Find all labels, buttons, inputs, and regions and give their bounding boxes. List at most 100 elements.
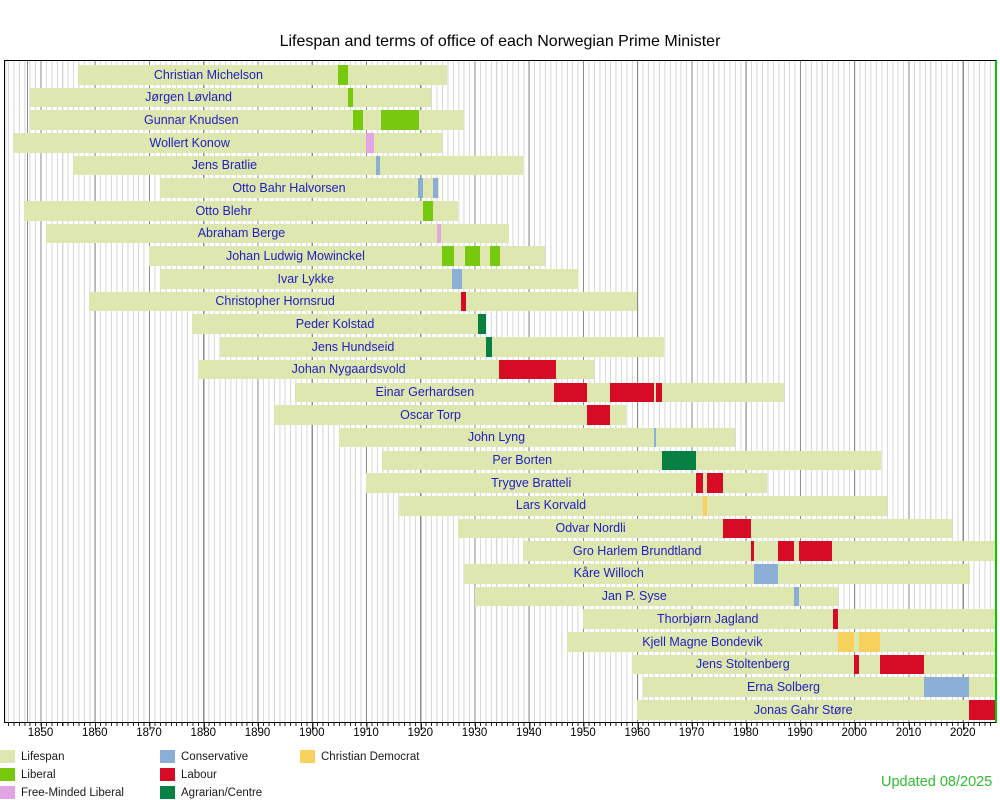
pm-name-label: Gro Harlem Brundtland (572, 543, 702, 558)
term-segment (486, 337, 492, 357)
term-segment (753, 563, 779, 584)
updated-note: Updated 08/2025 (881, 774, 993, 790)
term-segment (451, 269, 462, 289)
pm-name-label: Ivar Lykke (277, 271, 335, 286)
lifespan-bar (13, 133, 442, 153)
lifespan-bar (523, 541, 995, 561)
term-segment (703, 495, 708, 516)
term-segment (477, 314, 487, 335)
x-axis-tick-label: 1980 (732, 727, 759, 739)
term-segment (879, 654, 925, 675)
lifespan-bar (474, 586, 838, 607)
term-segment (499, 359, 556, 380)
pm-name-label: Jens Stoltenberg (695, 657, 790, 672)
term-segment (662, 450, 697, 471)
legend-swatch (160, 786, 175, 799)
lifespan-bar (631, 654, 995, 675)
lifespan-bar (219, 337, 665, 357)
pm-name-label: Kjell Magne Bondevik (642, 634, 763, 649)
pm-name-label: Christian Michelson (153, 67, 263, 82)
term-segment (858, 632, 880, 652)
x-axis-tick-label: 1920 (407, 727, 434, 739)
term-segment (422, 201, 434, 221)
term-segment (853, 654, 859, 675)
legend-swatch (300, 750, 315, 763)
pm-name-label: Christopher Hornsrud (215, 294, 335, 309)
term-segment (837, 632, 854, 652)
pm-name-label: Lars Korvald (515, 498, 587, 513)
lifespan-bar (273, 405, 627, 425)
term-segment (338, 65, 348, 85)
x-axis-tick-label: 1970 (678, 727, 705, 739)
lifespan-bar (78, 65, 448, 85)
lifespan-bar (566, 632, 995, 652)
legend-swatch (0, 750, 15, 763)
x-axis-tick-label: 1960 (624, 727, 651, 739)
pm-rows-layer: Christian Michelson Jørgen Løvland Gunnar … (5, 61, 995, 722)
term-segment (418, 178, 423, 198)
chart-title: Lifespan and terms of office of each Nor… (279, 33, 721, 50)
x-axis-tick-label: 1890 (244, 727, 271, 739)
term-segment (347, 87, 353, 108)
lifespan-bar (642, 677, 995, 697)
x-axis-tick-label: 2020 (949, 727, 976, 739)
legend: Lifespan Liberal Free-Minded Liberal Conser… (0, 748, 520, 800)
legend-label: Christian Democrat (321, 751, 420, 763)
x-axis-tick-label: 2000 (841, 727, 868, 739)
x-axis-tick-label: 1870 (136, 727, 162, 739)
term-segment (366, 133, 375, 153)
term-segment (722, 518, 752, 539)
lifespan-bar (458, 518, 952, 539)
lifespan-bar (197, 359, 594, 380)
pm-name-label: Johan Ludwig Mowinckel (225, 248, 365, 263)
lifespan-bar (463, 563, 970, 584)
term-segment (924, 677, 970, 697)
pm-name-label: Kåre Willoch (573, 566, 644, 581)
lifespan-bar (295, 382, 784, 403)
x-axis-tick-label: 1930 (461, 727, 488, 739)
pm-name-label: Einar Gerhardsen (375, 385, 475, 400)
legend-label: Lifespan (21, 751, 65, 763)
term-segment (777, 541, 795, 561)
lifespan-bar (89, 291, 638, 312)
x-axis-tick-label: 1910 (353, 727, 379, 739)
lifespan-bar (24, 201, 459, 221)
pm-name-label: Odvar Nordli (555, 521, 626, 536)
lifespan-bar (159, 178, 439, 198)
pm-name-label: Johan Nygaardsvold (291, 362, 406, 377)
x-axis-tick-label: 1860 (81, 727, 108, 739)
term-segment (490, 246, 500, 267)
plot-area: Christian Michelson Jørgen Løvland Gunnar … (4, 60, 997, 723)
term-segment (799, 541, 832, 561)
term-segment (375, 155, 380, 176)
lifespan-bar (73, 155, 524, 176)
lifespan-bar (159, 269, 578, 289)
pm-name-label: Otto Bahr Halvorsen (232, 180, 346, 195)
term-segment (610, 382, 655, 403)
lifespan-bar (366, 473, 768, 493)
term-segment (465, 246, 480, 267)
legend-label: Agrarian/Centre (181, 787, 263, 799)
term-segment (654, 427, 657, 448)
pm-name-label: Jørgen Løvland (145, 90, 233, 105)
lifespan-bar (583, 609, 995, 629)
term-segment (832, 609, 838, 629)
pm-name-label: Peder Kolstad (295, 316, 375, 331)
pm-name-label: Per Borten (492, 453, 553, 468)
pm-name-label: Jonas Gahr Støre (753, 702, 853, 717)
term-segment (587, 405, 610, 425)
pm-name-label: Jens Hundseid (311, 339, 395, 354)
pm-name-label: Jens Bratlie (191, 158, 258, 173)
pm-name-label: Wollert Konow (149, 135, 230, 150)
x-axis-tick-label: 1990 (787, 727, 813, 739)
term-segment (441, 246, 454, 267)
lifespan-bar (398, 495, 887, 516)
pm-name-label: Otto Blehr (195, 203, 252, 218)
x-axis-tick-label: 1950 (570, 727, 596, 739)
legend-swatch (160, 750, 175, 763)
legend-label: Free-Minded Liberal (21, 787, 124, 799)
lifespan-bar (338, 427, 735, 448)
pm-name-label: Oscar Torp (400, 407, 461, 422)
pm-name-label: Thorbjørn Jagland (657, 611, 759, 626)
x-axis-tick-label: 2010 (895, 727, 922, 739)
